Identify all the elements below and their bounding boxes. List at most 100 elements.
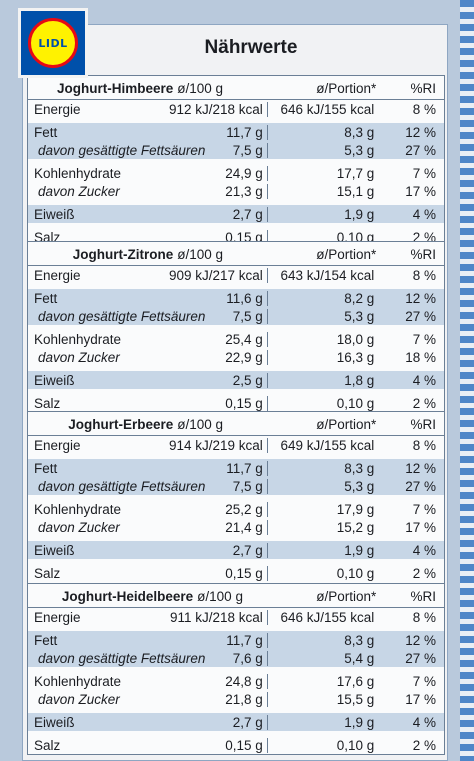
table-row-zucker: davon Zucker 21,8 g 15,5 g 17 % [28,690,444,708]
row-label: davon gesättigte Fettsäuren [38,142,206,158]
value-per-100g: 21,8 g [225,691,263,707]
table-row-fett: Fett 11,7 g 8,3 g 12 % [28,631,444,649]
table-row-fett: Fett 11,7 g 8,3 g 12 % [28,123,444,141]
table-row-eiweiss: Eiweiß 2,7 g 1,9 g 4 % [28,713,444,731]
value-per-100g: 2,7 g [232,542,263,558]
value-per-100g: 7,5 g [232,478,263,494]
row-label: Fett [34,460,58,476]
value-per-100g: 7,6 g [232,650,263,666]
value-per-portion: 646 kJ/155 kcal [266,101,386,117]
value-per-100g: 25,4 g [225,331,263,347]
value-per-100g: 911 kJ/218 kcal [170,609,263,625]
value-ri: 7 % [412,331,436,347]
value-per-100g: 21,4 g [225,519,263,535]
value-per-portion: 5,3 g [266,142,386,158]
product-name: Joghurt-Zitrone [72,247,174,262]
value-ri: 12 % [405,460,436,476]
value-per-portion: 17,7 g [266,165,386,181]
table-row-kohlenhydrate: Kohlenhydrate 25,4 g 18,0 g 7 % [28,330,444,348]
per-portion-header: ø/Portion* [316,247,377,262]
value-ri: 8 % [412,267,436,283]
table-row-salz: Salz 0,15 g 0,10 g 2 % [28,736,444,754]
value-ri: 7 % [412,673,436,689]
nutrition-table-zitrone: Joghurt-Zitrone ø/100 g ø/Portion* %RI E… [27,241,445,418]
value-per-100g: 25,2 g [225,501,263,517]
table-header: Joghurt-Himbeere ø/100 g ø/Portion* %RI [28,76,444,100]
product-name: Joghurt-Himbeere [56,81,174,96]
row-label: Salz [34,737,61,753]
value-per-100g: 2,7 g [232,714,263,730]
value-ri: 2 % [412,737,436,753]
value-per-portion: 15,2 g [266,519,386,535]
table-row-fett: Fett 11,6 g 8,2 g 12 % [28,289,444,307]
nutrition-table-himbeere: Joghurt-Himbeere ø/100 g ø/Portion* %RI … [27,75,445,252]
nutrition-panel: Nährwerte Joghurt-Himbeere ø/100 g ø/Por… [22,24,448,761]
row-label: davon Zucker [38,349,120,365]
row-label: Fett [34,124,58,140]
value-per-portion: 646 kJ/155 kcal [266,609,386,625]
value-per-portion: 643 kJ/154 kcal [266,267,386,283]
value-per-portion: 8,3 g [266,632,386,648]
package-stripes [460,0,474,761]
value-ri: 7 % [412,165,436,181]
row-label: Eiweiß [34,542,75,558]
value-per-portion: 1,9 g [266,206,386,222]
value-ri: 8 % [412,101,436,117]
value-ri: 17 % [405,519,436,535]
table-row-energie: Energie 911 kJ/218 kcal 646 kJ/155 kcal 8 % [28,608,444,626]
value-ri: 12 % [405,632,436,648]
value-ri: 27 % [405,308,436,324]
value-ri: 12 % [405,290,436,306]
value-ri: 2 % [412,395,436,411]
per-portion-header: ø/Portion* [316,589,377,604]
ri-header: %RI [410,81,436,96]
value-ri: 2 % [412,565,436,581]
page-title: Nährwerte [204,37,298,58]
table-row-fettsaeuren: davon gesättigte Fettsäuren 7,6 g 5,4 g 27 … [28,649,444,667]
value-ri: 4 % [412,206,436,222]
ri-header: %RI [410,589,436,604]
table-row-zucker: davon Zucker 21,4 g 15,2 g 17 % [28,518,444,536]
value-per-portion: 1,9 g [266,714,386,730]
value-ri: 4 % [412,714,436,730]
value-per-portion: 8,2 g [266,290,386,306]
value-per-100g: 0,15 g [225,395,263,411]
per-100g-header: ø/100 g [197,589,243,604]
product-name: Joghurt-Heidelbeere [61,589,194,604]
logo-text: LIDL [28,18,78,68]
value-per-100g: 11,7 g [226,632,263,648]
value-per-100g: 11,7 g [226,460,263,476]
value-per-portion: 649 kJ/155 kcal [266,437,386,453]
row-label: davon gesättigte Fettsäuren [38,308,206,324]
row-label: Kohlenhydrate [34,501,122,517]
value-ri: 8 % [412,437,436,453]
value-per-portion: 0,10 g [266,565,386,581]
value-per-portion: 1,8 g [266,372,386,388]
value-per-portion: 0,10 g [266,395,386,411]
row-label: Energie [34,101,81,117]
row-label: Eiweiß [34,206,75,222]
value-per-portion: 17,9 g [266,501,386,517]
value-per-100g: 2,7 g [232,206,263,222]
row-label: Energie [34,267,81,283]
row-label: Eiweiß [34,714,75,730]
value-ri: 2 % [412,229,436,245]
value-per-100g: 7,5 g [232,142,263,158]
table-row-fett: Fett 11,7 g 8,3 g 12 % [28,459,444,477]
row-label: davon gesättigte Fettsäuren [38,478,206,494]
value-per-portion: 5,4 g [266,650,386,666]
value-ri: 12 % [405,124,436,140]
table-row-salz: Salz 0,15 g 0,10 g 2 % [28,228,444,246]
value-per-portion: 17,6 g [266,673,386,689]
table-row-energie: Energie 914 kJ/219 kcal 649 kJ/155 kcal 8 % [28,436,444,454]
nutrition-table-heidelbeere: Joghurt-Heidelbeere ø/100 g ø/Portion* %… [27,583,445,755]
value-per-100g: 21,3 g [225,183,263,199]
table-row-fettsaeuren: davon gesättigte Fettsäuren 7,5 g 5,3 g 27 … [28,307,444,325]
value-per-portion: 15,1 g [266,183,386,199]
row-label: davon Zucker [38,183,120,199]
value-per-100g: 22,9 g [225,349,263,365]
value-per-portion: 5,3 g [266,308,386,324]
row-label: Salz [34,565,61,581]
per-100g-header: ø/100 g [177,417,224,432]
value-per-portion: 15,5 g [266,691,386,707]
